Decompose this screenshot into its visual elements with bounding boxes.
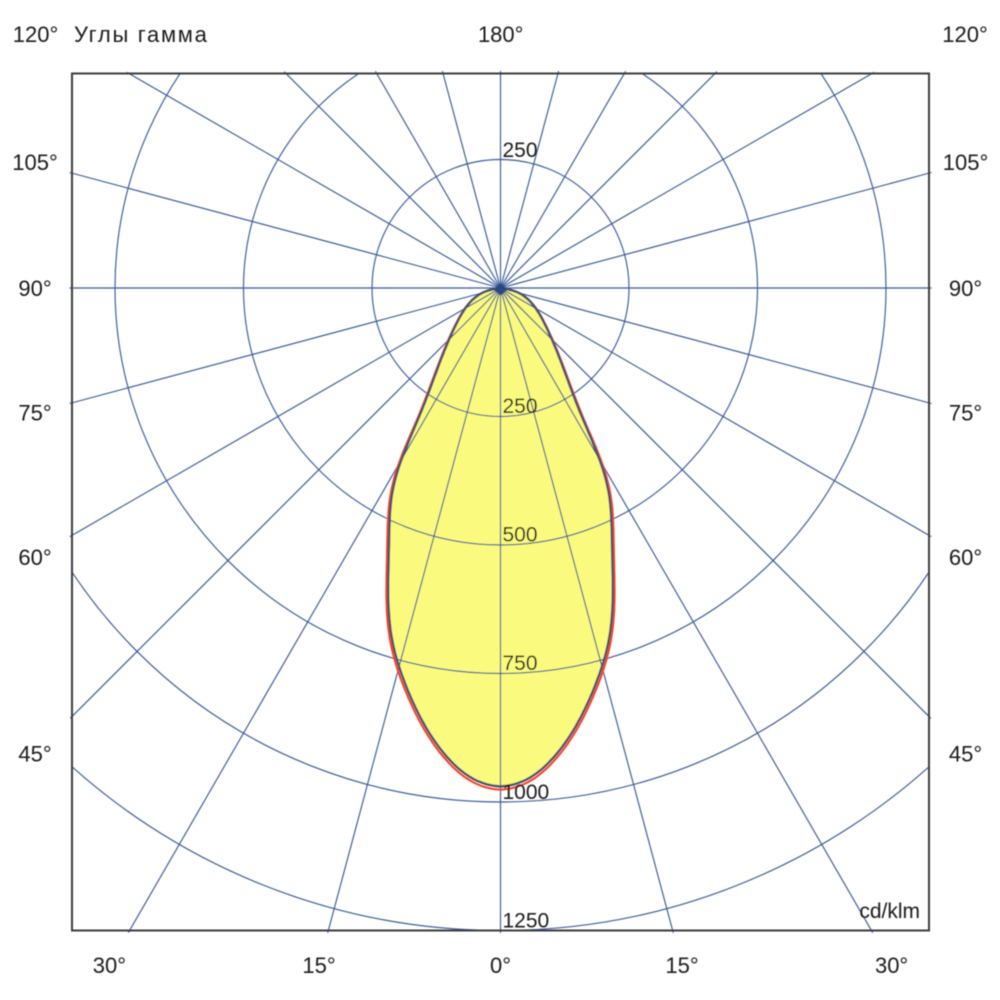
svg-text:90°: 90° <box>18 276 51 301</box>
svg-text:60°: 60° <box>18 545 51 570</box>
svg-text:750: 750 <box>503 652 538 675</box>
svg-text:180°: 180° <box>478 22 524 47</box>
svg-text:500: 500 <box>503 524 538 547</box>
svg-text:15°: 15° <box>302 953 335 978</box>
svg-text:105°: 105° <box>12 150 58 175</box>
svg-text:250: 250 <box>503 395 538 418</box>
svg-text:120°: 120° <box>13 22 59 47</box>
svg-text:90°: 90° <box>949 276 982 301</box>
svg-text:30°: 30° <box>875 953 908 978</box>
svg-text:120°: 120° <box>942 22 988 47</box>
svg-text:45°: 45° <box>18 742 51 767</box>
svg-text:15°: 15° <box>665 953 698 978</box>
svg-text:45°: 45° <box>949 742 982 767</box>
svg-text:1250: 1250 <box>503 910 550 933</box>
svg-text:cd/klm: cd/klm <box>859 900 920 923</box>
svg-text:30°: 30° <box>93 953 126 978</box>
svg-text:Углы гамма: Углы гамма <box>74 22 209 47</box>
svg-text:75°: 75° <box>949 401 982 426</box>
svg-text:75°: 75° <box>18 401 51 426</box>
svg-text:0°: 0° <box>490 953 511 978</box>
svg-text:60°: 60° <box>949 545 982 570</box>
svg-text:250: 250 <box>503 139 538 162</box>
svg-text:1000: 1000 <box>503 781 550 804</box>
svg-text:105°: 105° <box>943 150 989 175</box>
